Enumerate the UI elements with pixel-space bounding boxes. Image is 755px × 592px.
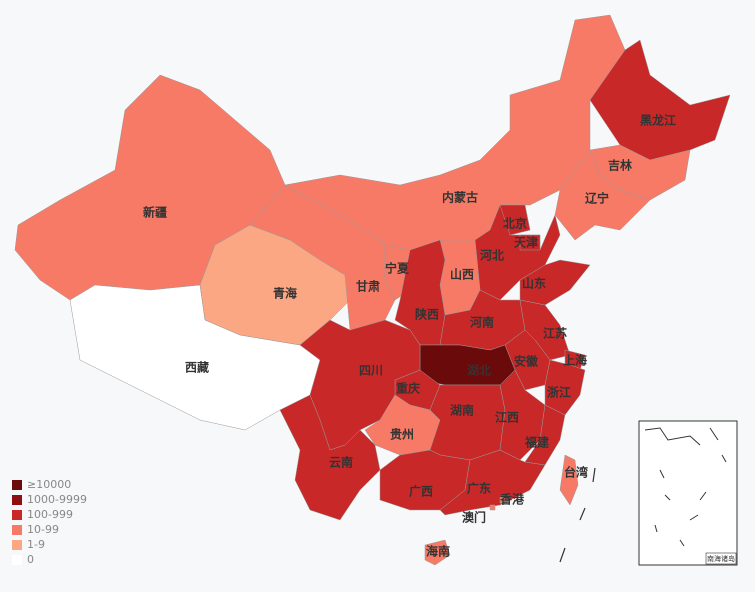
legend-label: 1000-9999	[27, 493, 87, 506]
south-sea-inset: 南海诸岛	[638, 420, 738, 566]
legend: ≥10000 1000-9999 100-999 10-99 1-9 0	[12, 478, 87, 566]
province-label: 山西	[450, 267, 474, 282]
province-label: 湖南	[450, 403, 474, 418]
province-label: 新疆	[143, 205, 167, 220]
province-label: 江西	[495, 410, 519, 425]
province-label: 台湾	[564, 465, 588, 480]
province-label: 内蒙古	[442, 190, 478, 205]
province-label: 黑龙江	[640, 113, 676, 128]
inset-label-box	[705, 552, 737, 565]
province-shape	[499, 496, 508, 504]
province-label: 北京	[503, 216, 527, 231]
province-label: 陕西	[415, 307, 439, 322]
legend-label: 0	[27, 553, 34, 566]
legend-label: 10-99	[27, 523, 59, 536]
province-label: 山东	[522, 276, 546, 291]
inset-lines	[644, 427, 727, 547]
legend-label: ≥10000	[27, 478, 71, 491]
province-label: 辽宁	[585, 191, 609, 206]
legend-swatch	[12, 480, 22, 490]
province-label: 浙江	[547, 385, 571, 400]
provinces	[14, 14, 731, 566]
province-label: 云南	[329, 455, 353, 470]
province-shape	[489, 504, 496, 511]
province-shape	[429, 384, 506, 461]
province-label: 吉林	[608, 158, 632, 173]
province-label: 香港	[499, 492, 525, 507]
province-label: 上海	[563, 353, 587, 368]
sea-border	[559, 467, 596, 563]
province-label: 广东	[467, 481, 491, 496]
province-label: 福建	[524, 435, 550, 450]
legend-swatch	[12, 495, 22, 505]
province-label: 澳门	[462, 510, 486, 525]
province-shape	[554, 149, 651, 241]
province-label: 青海	[273, 286, 297, 301]
legend-swatch	[12, 555, 22, 565]
province-shape	[279, 394, 381, 521]
province-label: 宁夏	[385, 261, 410, 276]
legend-swatch	[12, 525, 22, 535]
province-shape	[559, 454, 579, 506]
province-label: 湖北	[467, 363, 491, 378]
province-label: 甘肃	[356, 279, 380, 294]
province-label: 贵州	[390, 427, 414, 442]
province-label: 西藏	[185, 360, 209, 375]
province-shape	[424, 539, 451, 566]
province-shape	[439, 449, 546, 516]
province-label: 天津	[514, 235, 538, 250]
inset-label: 南海诸岛	[707, 554, 735, 563]
province-label: 江苏	[543, 326, 567, 341]
legend-label: 100-999	[27, 508, 73, 521]
province-label: 海南	[426, 544, 450, 559]
province-label: 重庆	[396, 381, 420, 396]
province-label: 安徽	[514, 354, 539, 369]
province-shape	[519, 234, 541, 251]
legend-swatch	[12, 510, 22, 520]
province-label: 广西	[409, 484, 433, 499]
legend-swatch	[12, 540, 22, 550]
province-label: 四川	[359, 364, 383, 378]
province-label: 河南	[469, 315, 494, 330]
inset-frame	[638, 420, 738, 566]
province-shape	[499, 204, 531, 236]
legend-label: 1-9	[27, 538, 45, 551]
province-label: 河北	[479, 248, 504, 263]
